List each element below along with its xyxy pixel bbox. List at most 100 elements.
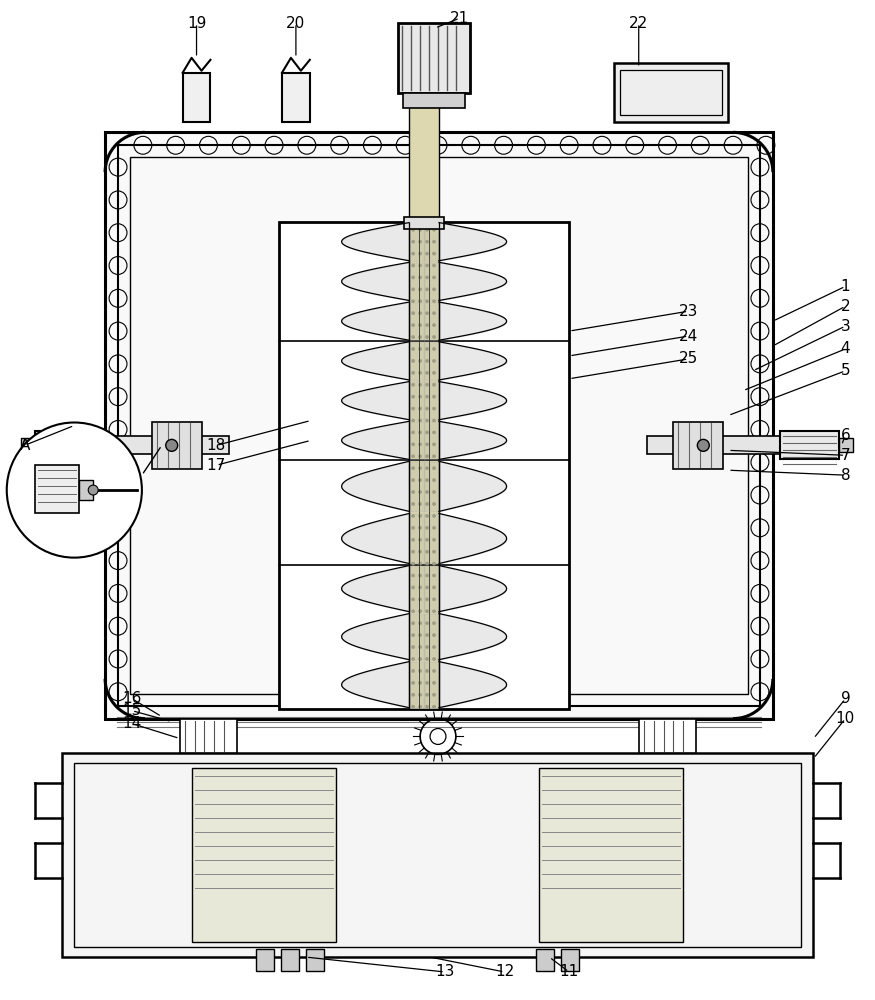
Circle shape	[411, 610, 415, 613]
Circle shape	[432, 371, 436, 374]
Circle shape	[418, 431, 422, 434]
Circle shape	[425, 359, 429, 362]
Circle shape	[432, 622, 436, 625]
Text: 13: 13	[435, 964, 455, 979]
Circle shape	[411, 550, 415, 553]
Circle shape	[425, 347, 429, 350]
Circle shape	[411, 455, 415, 458]
Circle shape	[425, 300, 429, 303]
Text: 12: 12	[495, 964, 514, 979]
Text: 15: 15	[123, 703, 142, 718]
Circle shape	[425, 336, 429, 339]
Text: 7: 7	[841, 448, 850, 463]
Circle shape	[411, 443, 415, 446]
Circle shape	[425, 491, 429, 494]
Bar	[620, 70, 722, 115]
Circle shape	[418, 574, 422, 577]
Circle shape	[432, 276, 436, 279]
Circle shape	[432, 395, 436, 398]
Text: 23: 23	[679, 304, 698, 319]
Circle shape	[425, 705, 429, 708]
Circle shape	[697, 439, 710, 451]
Text: 5: 5	[841, 363, 850, 378]
Circle shape	[432, 443, 436, 446]
Circle shape	[418, 395, 422, 398]
Circle shape	[425, 646, 429, 649]
Bar	[65, 436, 229, 454]
Bar	[403, 93, 465, 108]
Circle shape	[432, 324, 436, 327]
Circle shape	[418, 598, 422, 601]
Circle shape	[425, 240, 429, 243]
Circle shape	[411, 491, 415, 494]
Text: A: A	[19, 438, 30, 453]
Circle shape	[411, 693, 415, 696]
Circle shape	[418, 514, 422, 517]
Circle shape	[411, 252, 415, 255]
Bar	[21, 438, 35, 452]
Circle shape	[418, 383, 422, 386]
Text: 18: 18	[206, 438, 226, 453]
Bar	[539, 768, 683, 942]
Circle shape	[418, 610, 422, 613]
Circle shape	[418, 443, 422, 446]
Circle shape	[411, 312, 415, 315]
Circle shape	[418, 562, 422, 565]
Circle shape	[425, 669, 429, 672]
Circle shape	[411, 264, 415, 267]
Circle shape	[418, 288, 422, 291]
Circle shape	[425, 526, 429, 529]
Circle shape	[418, 419, 422, 422]
Circle shape	[425, 407, 429, 410]
Circle shape	[411, 538, 415, 541]
Circle shape	[432, 538, 436, 541]
Circle shape	[418, 634, 422, 637]
Circle shape	[411, 681, 415, 684]
Circle shape	[432, 300, 436, 303]
Circle shape	[432, 455, 436, 458]
Bar	[780, 431, 839, 459]
Text: 10: 10	[836, 711, 855, 726]
Bar	[614, 63, 728, 122]
Circle shape	[411, 228, 415, 231]
Circle shape	[418, 407, 422, 410]
Circle shape	[432, 491, 436, 494]
Circle shape	[418, 705, 422, 708]
Circle shape	[425, 288, 429, 291]
Circle shape	[425, 657, 429, 660]
Bar	[282, 73, 310, 122]
Circle shape	[432, 419, 436, 422]
Text: 16: 16	[123, 691, 142, 706]
Circle shape	[411, 324, 415, 327]
Circle shape	[411, 622, 415, 625]
Circle shape	[411, 586, 415, 589]
Bar	[410, 88, 439, 222]
Bar	[398, 23, 470, 93]
Circle shape	[418, 324, 422, 327]
Circle shape	[418, 264, 422, 267]
Bar	[183, 73, 211, 122]
Bar	[74, 763, 801, 947]
Circle shape	[425, 419, 429, 422]
Circle shape	[425, 586, 429, 589]
Circle shape	[418, 336, 422, 339]
Circle shape	[411, 598, 415, 601]
Bar	[536, 949, 554, 971]
Circle shape	[425, 264, 429, 267]
Circle shape	[411, 646, 415, 649]
Text: 25: 25	[679, 351, 698, 366]
Circle shape	[432, 526, 436, 529]
Bar	[80, 480, 94, 500]
Circle shape	[432, 479, 436, 482]
Circle shape	[418, 240, 422, 243]
Bar	[404, 217, 444, 229]
Circle shape	[411, 657, 415, 660]
Circle shape	[432, 312, 436, 315]
Circle shape	[425, 324, 429, 327]
Circle shape	[418, 491, 422, 494]
Circle shape	[425, 634, 429, 637]
Circle shape	[425, 252, 429, 255]
Circle shape	[418, 312, 422, 315]
Circle shape	[411, 705, 415, 708]
Circle shape	[425, 371, 429, 374]
